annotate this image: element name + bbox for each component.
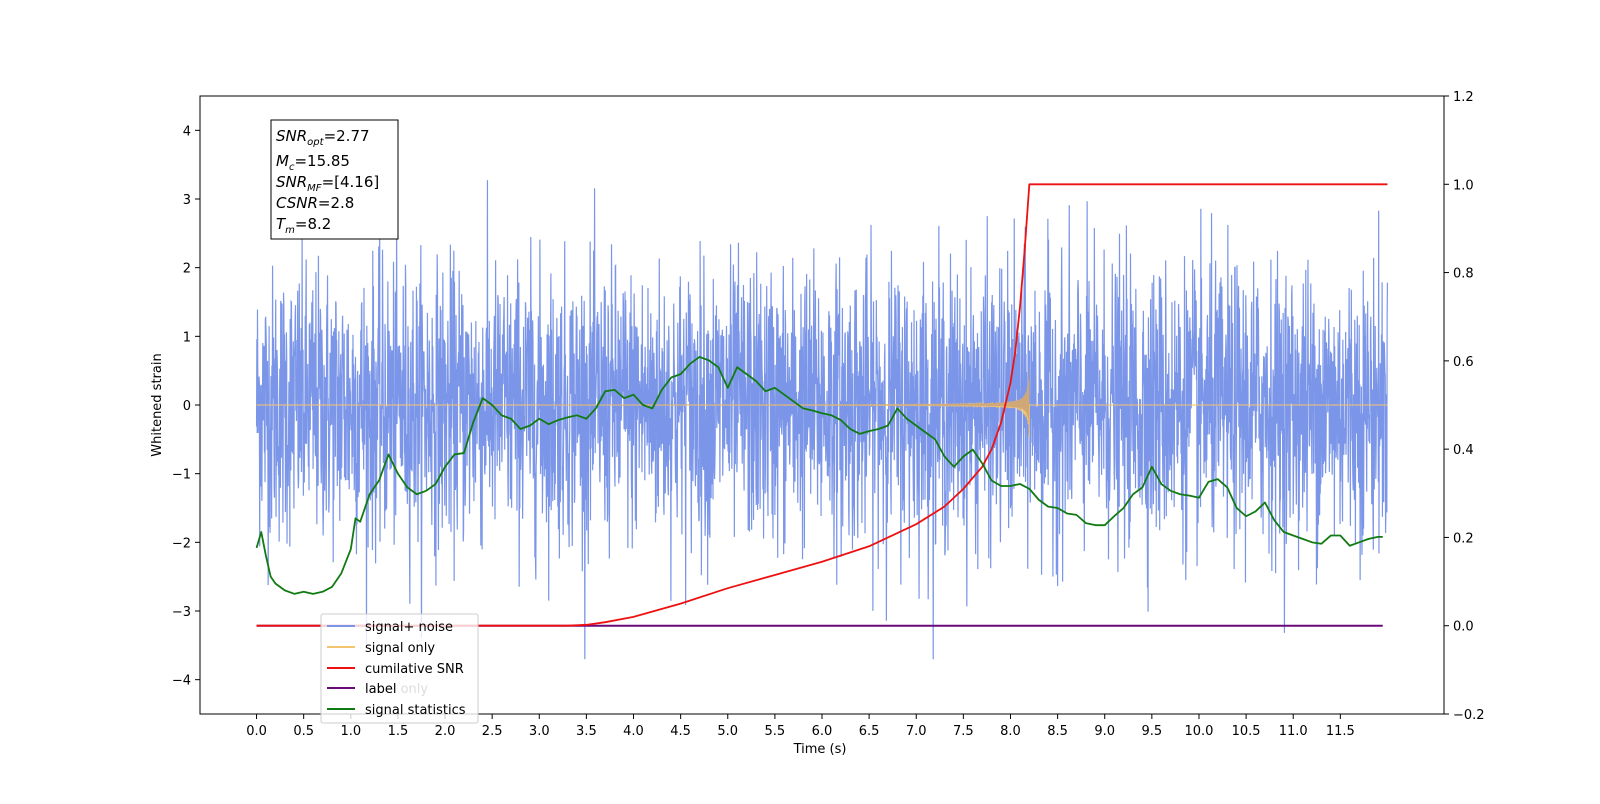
x-tick-label: 3.5 [576, 724, 597, 739]
y-tick-label: 1 [183, 330, 191, 345]
x-tick-label: 9.0 [1094, 724, 1115, 739]
y-tick-label: −2 [172, 536, 191, 551]
x-tick-label: 8.0 [1000, 724, 1021, 739]
series-layer [255, 180, 1389, 660]
y-tick-label: −4 [172, 674, 191, 689]
series-signal-noise-line [255, 180, 1389, 660]
x-tick-label: 11.0 [1279, 724, 1308, 739]
x-tick-label: 8.5 [1047, 724, 1068, 739]
y2-tick-label: −0.2 [1453, 708, 1485, 723]
y2-tick-label: 0.0 [1453, 620, 1474, 635]
x-tick-label: 4.0 [623, 724, 644, 739]
legend-label-label: label [365, 682, 396, 697]
legend-label-cumulative-snr: cumilative SNR [365, 662, 464, 677]
y-tick-label: 0 [183, 399, 191, 414]
x-tick-label: 7.0 [906, 724, 927, 739]
y-tick-label: −1 [172, 468, 191, 483]
y2-tick-label: 1.0 [1453, 178, 1474, 193]
x-tick-label: 1.5 [388, 724, 409, 739]
series-signal-statistics-line [255, 356, 1383, 595]
annotation-tm: Tm=8.2 [276, 215, 331, 236]
y2-tick-label: 0.4 [1453, 443, 1474, 458]
annotation-snr-mf: SNRMF=[4.16] [276, 173, 379, 194]
x-tick-label: 5.5 [765, 724, 786, 739]
y-tick-label: 2 [183, 262, 191, 277]
x-tick-label: 6.0 [812, 724, 833, 739]
x-axis: 0.0 0.5 1.0 1.5 2.0 2.5 3.0 3.5 4.0 4.5 5.0 5.5 6.0 6… [246, 714, 1355, 739]
legend-label-label-only: label only [365, 682, 428, 697]
x-tick-label: 2.5 [482, 724, 503, 739]
x-tick-label: 5.0 [717, 724, 738, 739]
x-tick-label: 1.0 [340, 724, 361, 739]
y2-tick-label: 1.2 [1453, 90, 1474, 105]
x-tick-label: 2.0 [435, 724, 456, 739]
y-axis-label: Whitened strain [150, 353, 165, 456]
legend-label-signal-noise: signal+ noise [365, 620, 453, 635]
y2-tick-label: 0.8 [1453, 267, 1474, 282]
y-tick-label: −3 [172, 605, 191, 620]
x-tick-label: 0.0 [246, 724, 267, 739]
x-axis-label: Time (s) [793, 742, 847, 757]
y-tick-label: 4 [183, 124, 191, 139]
annotation-box: SNRopt=2.77 Mc=15.85 SNRMF=[4.16] CSNR=2… [270, 119, 399, 240]
annotation-csnr: CSNR=2.8 [276, 194, 354, 212]
y-axis-left: 4 3 2 1 0 −1 −2 −3 −4 [172, 124, 200, 689]
legend-label-signal-statistics: signal statistics [365, 703, 466, 718]
x-tick-label: 4.5 [670, 724, 691, 739]
legend-label-signal-only: signal only [365, 641, 435, 656]
x-tick-label: 10.0 [1184, 724, 1213, 739]
y2-tick-label: 0.6 [1453, 355, 1474, 370]
x-tick-label: 3.0 [529, 724, 550, 739]
legend: signal+ noise signal only cumilative SNR… [320, 613, 479, 724]
y-tick-label: 3 [183, 193, 191, 208]
x-tick-label: 6.5 [859, 724, 880, 739]
x-tick-label: 9.5 [1142, 724, 1163, 739]
x-tick-label: 7.5 [953, 724, 974, 739]
x-tick-label: 0.5 [293, 724, 314, 739]
x-tick-label: 10.5 [1232, 724, 1261, 739]
series-cumulative-snr-line [256, 183, 1388, 627]
y-axis-right: 1.2 1.0 0.8 0.6 0.4 0.2 0.0 −0.2 [1444, 90, 1485, 723]
annotation-mc: Mc=15.85 [276, 152, 350, 173]
annotation-snr-opt: SNRopt=2.77 [276, 127, 370, 148]
y2-tick-label: 0.2 [1453, 531, 1474, 546]
x-tick-label: 11.5 [1326, 724, 1355, 739]
